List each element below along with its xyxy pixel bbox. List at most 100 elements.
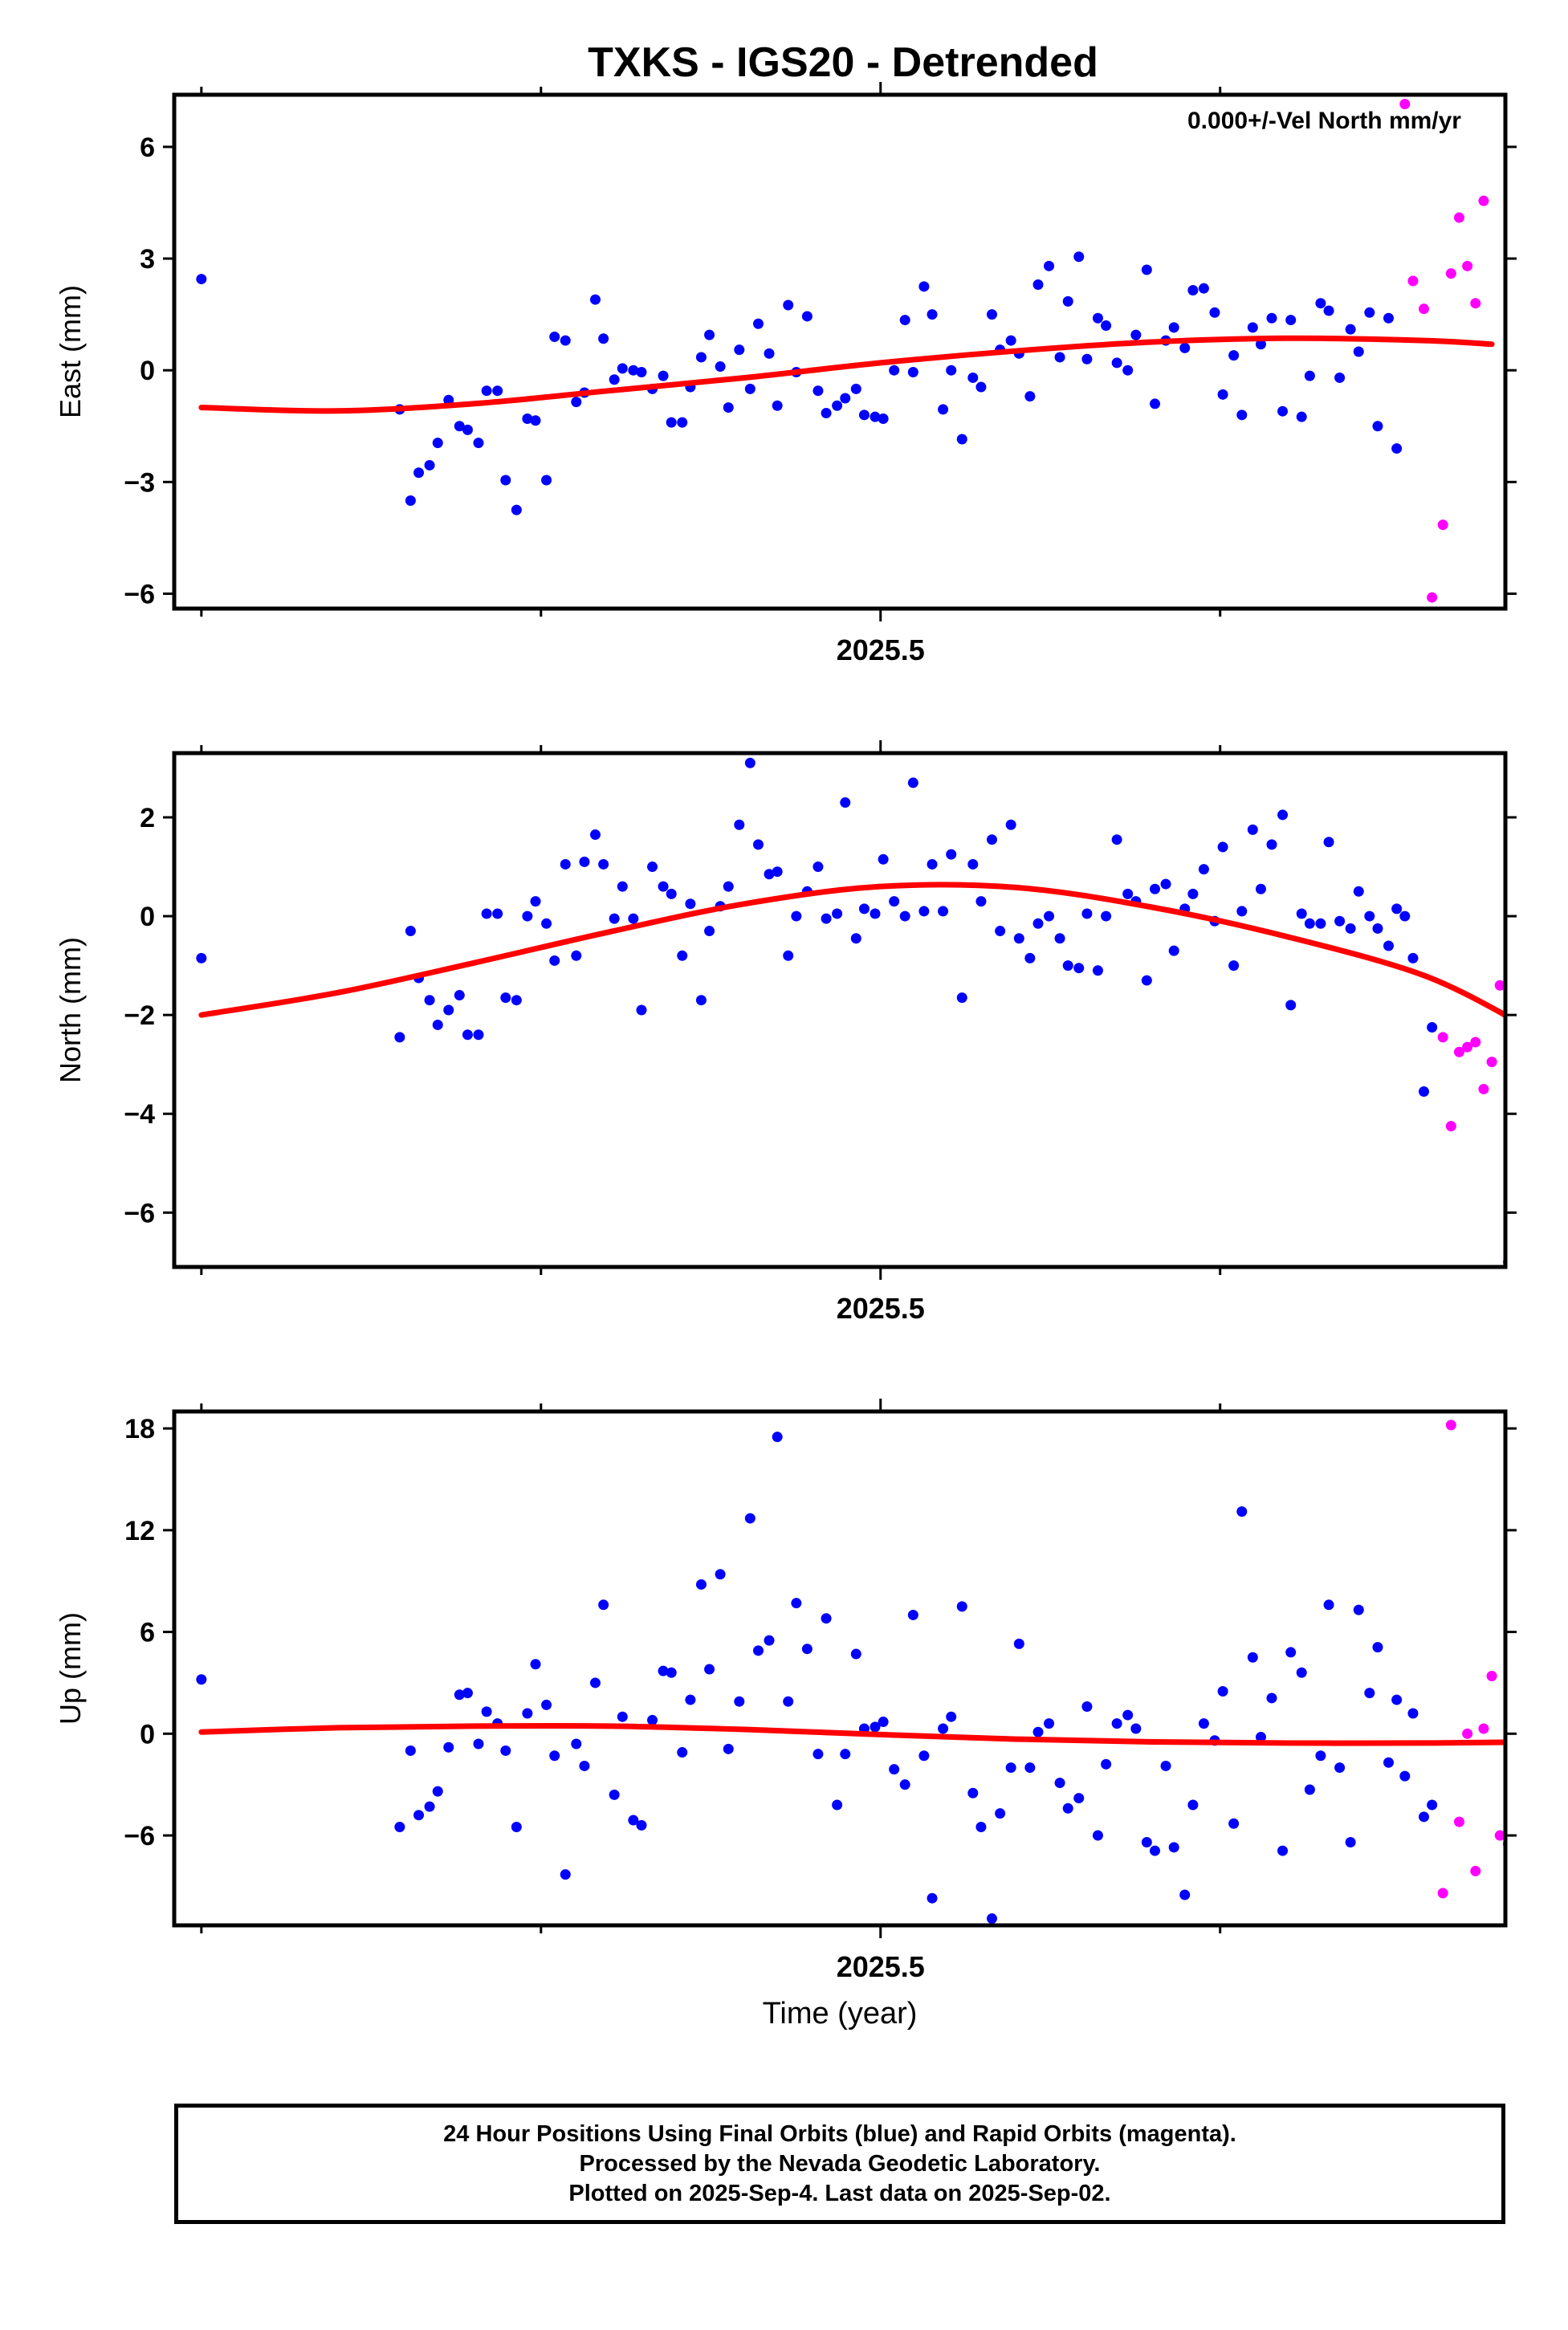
east-final-orbit-point: [1334, 372, 1346, 383]
north-y-axis-label: North (mm): [54, 937, 87, 1083]
east-final-orbit-point: [1266, 312, 1277, 324]
up-final-orbit-point: [1092, 1830, 1103, 1841]
north-final-orbit-point: [956, 992, 967, 1004]
north-final-orbit-point: [995, 926, 1006, 937]
east-final-orbit-point: [1081, 353, 1093, 365]
east-final-orbit-point: [840, 393, 851, 404]
north-rapid-orbit-point: [1511, 1091, 1521, 1102]
east-final-orbit-point: [1372, 421, 1383, 432]
up-rapid-orbit-point: [1470, 1865, 1481, 1876]
up-final-orbit-point: [636, 1819, 647, 1831]
up-final-orbit-point: [1187, 1799, 1199, 1811]
up-final-orbit-point: [899, 1779, 910, 1790]
north-final-orbit-point: [1198, 864, 1209, 875]
east-final-orbit-point: [1005, 335, 1016, 346]
velocity-annotation: 0.000+/-Vel North mm/yr: [1187, 108, 1461, 134]
north-final-orbit-point: [1062, 960, 1073, 972]
east-final-orbit-point: [1054, 352, 1065, 363]
north-final-orbit-point: [840, 797, 851, 809]
up-final-orbit-point: [1315, 1750, 1326, 1762]
east-final-orbit-point: [1255, 339, 1266, 350]
up-panel: −6 0 6 12 18 2025.5 Up (mm) Time (year): [54, 1399, 1517, 2031]
east-final-orbit-point: [1044, 260, 1055, 271]
east-final-orbit-point: [511, 504, 522, 515]
north-model-curve: [198, 882, 1505, 1019]
up-final-orbit-point: [1304, 1784, 1315, 1795]
up-final-orbit-point: [744, 1513, 755, 1524]
up-y-tick-label: −6: [124, 1821, 155, 1851]
north-final-orbit-point: [1353, 886, 1364, 897]
east-final-orbit-point: [1315, 298, 1326, 309]
up-final-orbit-point: [764, 1635, 775, 1646]
up-final-orbit-point: [1150, 1845, 1161, 1856]
up-final-orbit-point: [579, 1760, 590, 1771]
up-final-orbit-point: [609, 1789, 620, 1800]
up-final-orbit-point: [1266, 1693, 1277, 1704]
north-final-orbit-point: [462, 1029, 473, 1041]
east-final-orbit-point: [918, 281, 930, 292]
north-final-orbit-point: [764, 869, 775, 880]
up-final-orbit-point: [956, 1601, 967, 1612]
up-final-orbit-point: [196, 1674, 207, 1685]
north-final-orbit-point: [1407, 952, 1419, 963]
north-final-orbit-point: [617, 881, 628, 892]
east-final-orbit-point: [783, 299, 794, 311]
east-final-orbit-point: [744, 383, 755, 394]
east-final-orbit-point: [715, 361, 726, 373]
north-final-orbit-point: [938, 906, 949, 917]
up-final-orbit-point: [549, 1750, 560, 1762]
north-final-orbit-point: [813, 862, 824, 873]
north-final-orbit-point: [899, 910, 910, 922]
east-rapid-orbit-point: [1418, 303, 1429, 315]
north-y-tick-label: −6: [124, 1198, 155, 1228]
east-final-orbit-point: [1285, 315, 1297, 326]
east-final-orbit-point: [492, 385, 503, 397]
north-final-orbit-point: [832, 908, 843, 919]
up-rapid-orbit-point: [1453, 1816, 1464, 1827]
footer-info-box: 24 Hour Positions Using Final Orbits (bl…: [174, 2104, 1505, 2224]
up-final-orbit-point: [1062, 1802, 1073, 1814]
east-final-orbit-point: [1277, 405, 1289, 417]
east-plot-frame: [172, 92, 1508, 611]
footer-line-1: 24 Hour Positions Using Final Orbits (bl…: [443, 2120, 1236, 2147]
east-final-orbit-point: [946, 365, 957, 376]
east-final-orbit-point: [658, 370, 669, 381]
up-final-orbit-point: [1334, 1762, 1346, 1774]
up-final-orbit-point: [1013, 1638, 1024, 1649]
north-final-orbit-point: [666, 888, 677, 899]
up-final-orbit-point: [704, 1664, 715, 1675]
up-final-orbit-point: [840, 1749, 851, 1760]
up-final-orbit-point: [598, 1599, 609, 1611]
up-final-orbit-point: [723, 1743, 734, 1754]
north-final-orbit-point: [636, 1004, 647, 1016]
north-panel: −6 −4 −2 0 2 2025.5 North (mm): [54, 740, 1521, 1325]
north-y-tick-label: −4: [124, 1099, 155, 1130]
up-final-orbit-point: [752, 1645, 764, 1656]
chart-title: TXKS - IGS20 - Detrended: [588, 39, 1098, 86]
up-y-tick-label: 0: [140, 1719, 155, 1750]
east-final-orbit-point: [405, 495, 416, 507]
north-final-orbit-point: [870, 908, 881, 919]
east-final-orbit-point: [695, 352, 707, 363]
east-model-curve: [198, 335, 1495, 414]
up-final-orbit-point: [1101, 1758, 1112, 1770]
up-x-axis-label: Time (year): [763, 1997, 918, 2031]
up-final-orbit-point: [1032, 1726, 1044, 1737]
east-final-orbit-point: [462, 424, 473, 435]
up-final-orbit-point: [500, 1745, 511, 1756]
north-final-orbit-point: [1160, 878, 1171, 890]
east-rapid-orbit-point: [1453, 212, 1464, 223]
up-rapid-orbit-point: [1486, 1671, 1497, 1682]
up-final-orbit-point: [1372, 1642, 1383, 1653]
east-rapid-orbit-point: [1437, 519, 1448, 531]
north-final-orbit-point: [658, 881, 669, 892]
north-final-orbit-point: [1122, 888, 1134, 899]
up-final-orbit-point: [878, 1717, 889, 1728]
up-final-orbit-point: [986, 1913, 997, 1925]
north-final-orbit-point: [677, 950, 688, 961]
north-final-orbit-point: [918, 906, 930, 917]
east-final-orbit-point: [1179, 342, 1191, 353]
east-final-orbit-point: [598, 333, 609, 344]
up-final-orbit-point: [685, 1694, 696, 1705]
north-final-orbit-point: [1266, 839, 1277, 850]
